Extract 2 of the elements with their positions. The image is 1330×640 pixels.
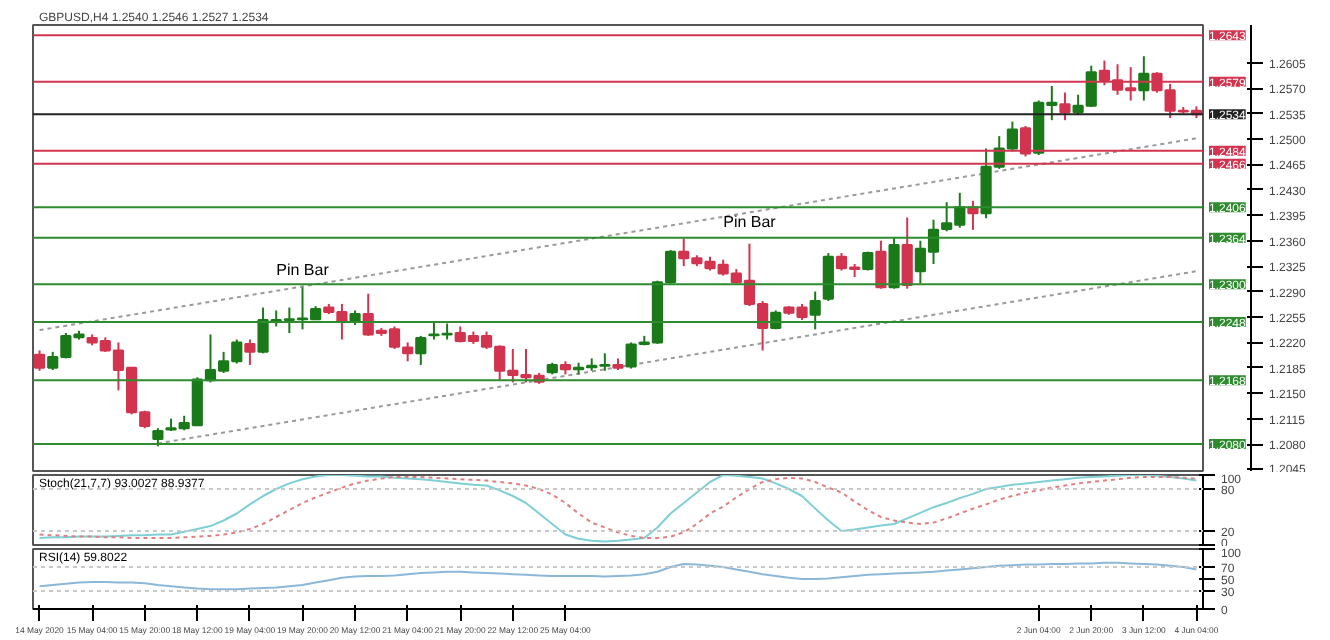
annotation: Pin Bar [276,260,330,279]
annotation: Pin Bar [723,213,777,232]
